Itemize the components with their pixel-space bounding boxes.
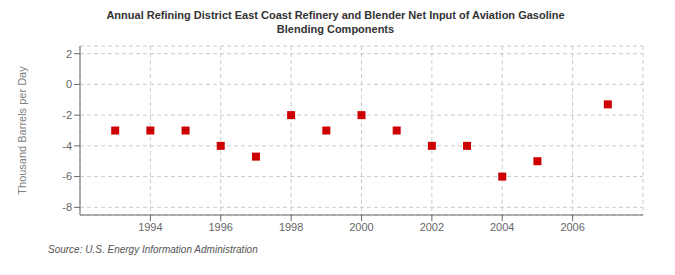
svg-text:1998: 1998: [279, 221, 303, 233]
svg-text:2000: 2000: [349, 221, 373, 233]
html-text:Annual Refining District East: Annual Refining District East Coast Refi…: [106, 9, 565, 21]
svg-text:-6: -6: [62, 170, 72, 182]
svg-text:2004: 2004: [490, 221, 514, 233]
svg-text:2006: 2006: [560, 221, 584, 233]
svg-text:1994: 1994: [138, 221, 162, 233]
svg-text:Thousand Barrels per Day: Thousand Barrels per Day: [16, 66, 28, 195]
html-text:Source: U.S. Energy Informatio: Source: U.S. Energy Information Administ…: [48, 244, 258, 255]
svg-text:-4: -4: [62, 140, 72, 152]
svg-text:-2: -2: [62, 109, 72, 121]
html-text:Blending Components: Blending Components: [276, 23, 395, 35]
svg-text:2002: 2002: [420, 221, 444, 233]
svg-text:-8: -8: [62, 201, 72, 213]
svg-text:0: 0: [66, 78, 72, 90]
svg-text:1996: 1996: [209, 221, 233, 233]
svg-text:2: 2: [66, 48, 72, 60]
